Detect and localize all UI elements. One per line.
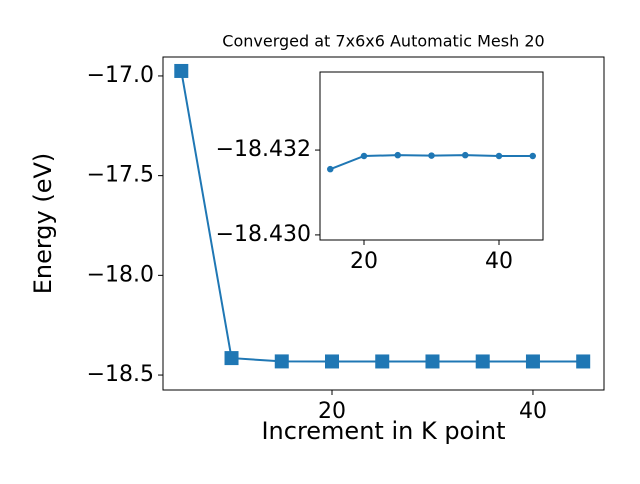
marker xyxy=(174,63,189,78)
marker xyxy=(461,151,469,159)
marker xyxy=(428,152,435,159)
y-tick-label: −18.5 xyxy=(87,362,154,387)
marker xyxy=(325,354,340,369)
y-tick-label: −17.5 xyxy=(87,163,154,188)
x-tick-label: 40 xyxy=(485,249,513,274)
marker xyxy=(495,152,503,160)
marker xyxy=(394,151,402,159)
y-tick-label: −18.432 xyxy=(216,137,311,162)
marker xyxy=(529,152,536,160)
marker xyxy=(525,354,540,369)
chart-title: Converged at 7x6x6 Automatic Mesh 20 xyxy=(222,32,544,51)
marker xyxy=(425,354,440,369)
y-axis-label: Energy (eV) xyxy=(29,153,57,295)
marker xyxy=(327,165,334,173)
marker xyxy=(360,152,368,160)
marker xyxy=(224,351,239,366)
y-tick-label: −17.0 xyxy=(87,63,154,88)
x-tick-label: 40 xyxy=(519,399,547,424)
marker xyxy=(274,354,289,369)
x-tick-label: 20 xyxy=(318,399,346,424)
marker xyxy=(576,354,591,369)
marker xyxy=(475,354,490,369)
axes-frame xyxy=(162,56,605,391)
axes-frame xyxy=(319,71,544,241)
y-tick-label: −18.0 xyxy=(87,262,154,287)
marker xyxy=(375,354,390,369)
x-axis-label: Increment in K point xyxy=(261,417,505,445)
x-tick-label: 20 xyxy=(350,249,378,274)
y-tick-label: −18.430 xyxy=(216,222,311,247)
